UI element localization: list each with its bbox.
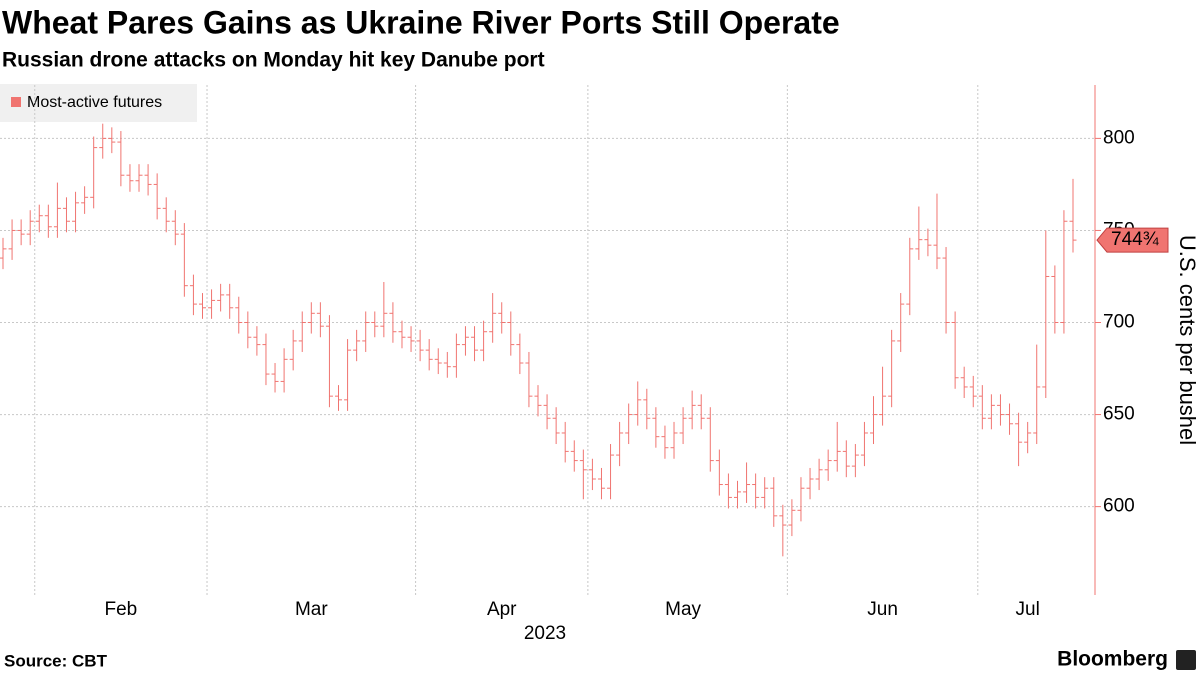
chart-title: Wheat Pares Gains as Ukraine River Ports… <box>2 4 840 40</box>
x-tick-label: May <box>665 599 701 620</box>
y-tick-label: 600 <box>1103 496 1135 517</box>
y-axis-label: U.S. cents per bushel <box>1175 235 1200 445</box>
y-tick-label: 650 <box>1103 404 1135 425</box>
x-tick-label: Jul <box>1016 599 1040 620</box>
brand: Bloomberg <box>1057 648 1168 671</box>
y-tick-label: 700 <box>1103 312 1135 333</box>
chart-subtitle: Russian drone attacks on Monday hit key … <box>2 49 545 72</box>
last-value-tag <box>1096 227 1169 253</box>
x-tick-label: Mar <box>295 599 328 620</box>
y-tick-label: 800 <box>1103 127 1135 148</box>
legend-swatch <box>11 97 21 107</box>
legend-background <box>0 84 197 122</box>
legend-label: Most-active futures <box>27 94 162 111</box>
x-tick-label: Feb <box>105 599 138 620</box>
brand-icon <box>1176 650 1196 670</box>
x-tick-label: Apr <box>487 599 517 620</box>
x-axis-label: 2023 <box>524 623 566 644</box>
x-tick-label: Jun <box>867 599 898 620</box>
source: Source: CBT <box>4 651 108 670</box>
legend: Most-active futures <box>0 84 197 122</box>
last-value-label: 744¾ <box>1111 229 1160 250</box>
